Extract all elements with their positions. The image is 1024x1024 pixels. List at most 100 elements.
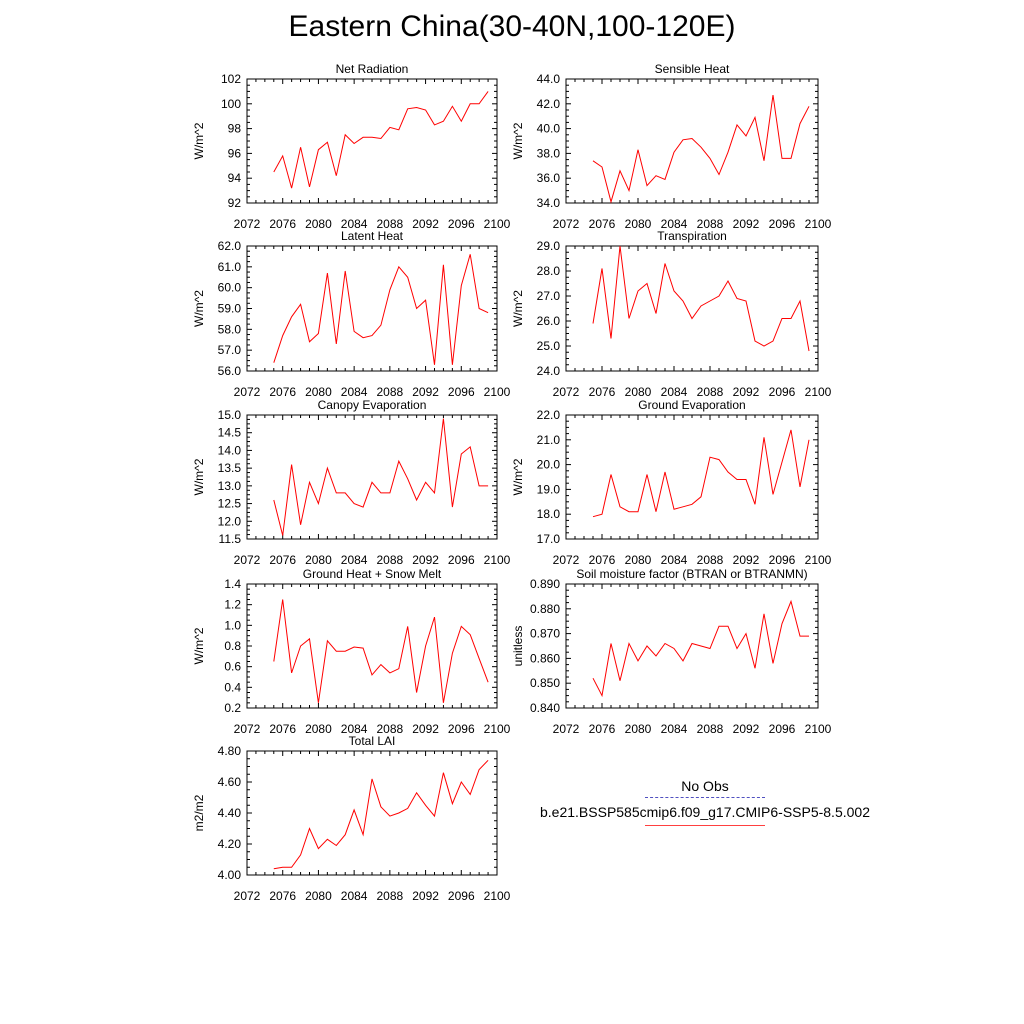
y-axis-label: W/m^2 <box>192 122 206 159</box>
y-tick-label: 20.0 <box>537 458 561 472</box>
y-tick-label: 61.0 <box>218 260 242 274</box>
y-tick-label: 62.0 <box>218 239 242 253</box>
x-tick-label: 2072 <box>234 889 261 903</box>
y-tick-label: 56.0 <box>218 364 242 378</box>
x-tick-label: 2088 <box>697 217 724 231</box>
plot-frame <box>565 245 819 372</box>
y-tick-label: 60.0 <box>218 281 242 295</box>
x-tick-label: 2100 <box>484 217 511 231</box>
x-tick-label: 2096 <box>448 889 475 903</box>
y-tick-label: 14.5 <box>218 426 242 440</box>
x-tick-label: 2088 <box>377 553 404 567</box>
x-tick-label: 2084 <box>341 722 368 736</box>
x-tick-label: 2092 <box>733 385 760 399</box>
panel-title: Soil moisture factor (BTRAN or BTRANMN) <box>576 567 807 581</box>
x-tick-label: 2092 <box>412 889 439 903</box>
x-tick-label: 2084 <box>341 217 368 231</box>
x-tick-label: 2076 <box>269 385 296 399</box>
plot-frame <box>565 78 819 204</box>
y-tick-label: 40.0 <box>537 122 561 136</box>
y-tick-label: 22.0 <box>537 408 561 422</box>
y-tick-label: 0.880 <box>530 602 560 616</box>
legend-obs-line <box>645 797 765 798</box>
y-axis-label: m2/m2 <box>192 794 206 831</box>
x-tick-label: 2100 <box>805 722 832 736</box>
series-line <box>592 429 810 518</box>
x-tick-label: 2100 <box>805 217 832 231</box>
y-tick-label: 13.5 <box>218 461 242 475</box>
x-tick-label: 2092 <box>412 553 439 567</box>
x-tick-label: 2072 <box>234 217 261 231</box>
x-tick-label: 2076 <box>269 722 296 736</box>
y-tick-label: 100 <box>221 97 241 111</box>
panel-title: Net Radiation <box>336 62 409 76</box>
y-tick-label: 1.2 <box>224 598 241 612</box>
y-tick-label: 58.0 <box>218 322 242 336</box>
y-tick-label: 28.0 <box>537 264 561 278</box>
y-tick-label: 25.0 <box>537 339 561 353</box>
y-axis-label: W/m^2 <box>192 290 206 327</box>
x-tick-label: 2100 <box>484 553 511 567</box>
x-tick-label: 2080 <box>305 385 332 399</box>
x-tick-label: 2076 <box>589 553 616 567</box>
y-tick-label: 18.0 <box>537 507 561 521</box>
y-tick-label: 34.0 <box>537 196 561 210</box>
x-tick-label: 2092 <box>412 722 439 736</box>
x-tick-label: 2080 <box>305 553 332 567</box>
x-tick-label: 2084 <box>341 889 368 903</box>
x-tick-label: 2084 <box>341 553 368 567</box>
y-tick-label: 4.60 <box>218 775 242 789</box>
x-tick-label: 2080 <box>305 217 332 231</box>
y-tick-label: 98 <box>228 122 242 136</box>
chart-panel: Ground Heat + Snow Melt W/m^2 2072 2076 2080… <box>192 567 511 736</box>
x-tick-label: 2084 <box>661 553 688 567</box>
y-tick-label: 27.0 <box>537 289 561 303</box>
y-tick-label: 0.850 <box>530 676 560 690</box>
x-tick-label: 2084 <box>661 217 688 231</box>
y-tick-label: 24.0 <box>537 364 561 378</box>
y-tick-label: 11.5 <box>219 532 242 546</box>
x-tick-label: 2088 <box>377 889 404 903</box>
y-tick-label: 12.5 <box>218 497 242 511</box>
series-line <box>592 599 809 698</box>
y-tick-label: 26.0 <box>537 314 561 328</box>
y-axis-label: W/m^2 <box>192 458 206 495</box>
y-axis-label: unitless <box>511 626 525 667</box>
y-tick-label: 92 <box>228 196 242 210</box>
plot-frame <box>565 414 819 540</box>
x-tick-label: 2096 <box>448 217 475 231</box>
x-tick-label: 2076 <box>269 889 296 903</box>
chart-panel: Total LAI m2/m2 2072 2076 2080 2084 2088 2092 20… <box>192 734 511 903</box>
x-tick-label: 2080 <box>625 217 652 231</box>
x-tick-label: 2072 <box>234 553 261 567</box>
y-tick-label: 4.80 <box>218 744 242 758</box>
y-tick-label: 4.20 <box>218 837 242 851</box>
chart-panel: Canopy Evaporation W/m^2 2072 2076 2080 2084 2… <box>192 398 511 567</box>
page-title: Eastern China(30-40N,100-120E) <box>288 10 736 43</box>
y-tick-label: 1.4 <box>224 577 241 591</box>
panel-title: Latent Heat <box>341 229 404 243</box>
x-tick-label: 2072 <box>553 217 580 231</box>
panel-title: Canopy Evaporation <box>318 398 427 412</box>
panel-title: Transpiration <box>657 229 727 243</box>
x-tick-label: 2084 <box>661 722 688 736</box>
series-line <box>273 599 489 703</box>
plot-frame <box>246 78 498 204</box>
plot-frame <box>565 583 819 709</box>
series-line <box>592 245 810 352</box>
x-tick-label: 2072 <box>553 385 580 399</box>
x-tick-label: 2088 <box>697 722 724 736</box>
legend: No Obs b.e21.BSSP585cmip6.f09_g17.CMIP6-… <box>530 778 880 826</box>
y-tick-label: 96 <box>228 146 242 160</box>
x-tick-label: 2096 <box>769 217 796 231</box>
chart-panel: Transpiration W/m^2 2072 2076 2080 2084 2088 20… <box>511 229 832 399</box>
plot-frame <box>246 583 498 709</box>
y-tick-label: 4.00 <box>218 868 242 882</box>
x-tick-label: 2088 <box>697 385 724 399</box>
x-tick-label: 2080 <box>625 553 652 567</box>
y-tick-label: 0.6 <box>224 660 241 674</box>
x-tick-label: 2100 <box>484 889 511 903</box>
y-tick-label: 19.0 <box>537 482 561 496</box>
x-tick-label: 2096 <box>448 385 475 399</box>
